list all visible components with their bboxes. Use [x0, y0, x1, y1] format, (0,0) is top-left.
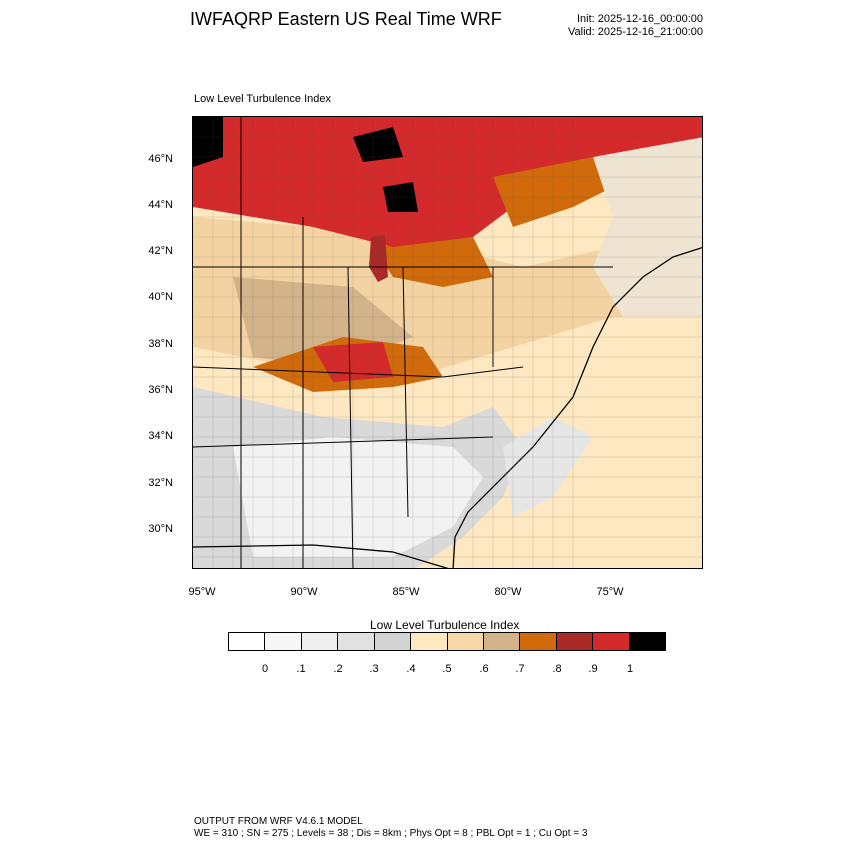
colorbar-tick: 1 [626, 663, 634, 675]
lat-label-32n: 32°N [148, 477, 173, 489]
footer-config-line: WE = 310 ; SN = 275 ; Levels = 38 ; Dis … [194, 828, 588, 839]
colorbar-tick: .5 [442, 663, 452, 675]
lat-label-42n: 42°N [148, 245, 173, 257]
lon-label-75w: 75°W [596, 586, 624, 598]
colorbar-cell-0 [229, 633, 266, 650]
lake-michigan [369, 235, 388, 282]
colorbar-cell-11 [629, 633, 666, 650]
state-boundaries [193, 117, 613, 568]
colorbar-cell-7 [483, 633, 521, 650]
colorbar-cell-6 [447, 633, 484, 650]
map-frame [192, 116, 703, 569]
lat-label-46n: 46°N [148, 153, 173, 165]
lat-label-38n: 38°N [148, 338, 173, 350]
colorbar-tick: 0 [261, 663, 269, 675]
panel-title: Low Level Turbulence Index [194, 93, 331, 105]
colorbar-cell-4 [374, 633, 412, 650]
footer: OUTPUT FROM WRF V4.6.1 MODEL WE = 310 ; … [194, 816, 587, 840]
northeast-light-region [593, 137, 702, 317]
colorbar-cell-10 [593, 633, 630, 650]
black-core-northwest [193, 117, 223, 167]
lon-label-85w: 85°W [392, 586, 420, 598]
footer-model-line: OUTPUT FROM WRF V4.6.1 MODEL [194, 816, 363, 827]
colorbar-cell-3 [338, 633, 375, 650]
colorbar-tick: .2 [333, 663, 343, 675]
colorbar-cell-1 [265, 633, 302, 650]
lat-label-40n: 40°N [148, 291, 173, 303]
colorbar-title: Low Level Turbulence Index [370, 618, 520, 632]
init-time: Init: 2025-12-16_00:00:00 [577, 13, 703, 25]
colorbar-tick: .6 [479, 663, 489, 675]
colorbar-cell-8 [520, 633, 557, 650]
colorbar-tick: .3 [369, 663, 379, 675]
valid-time: Valid: 2025-12-16_21:00:00 [568, 26, 703, 38]
lat-label-30n: 30°N [148, 523, 173, 535]
colorbar-cell-5 [411, 633, 448, 650]
black-core-superior [353, 127, 403, 162]
lon-label-80w: 80°W [494, 586, 522, 598]
colorbar-cell-2 [301, 633, 339, 650]
colorbar-tick: .4 [406, 663, 416, 675]
run-info: Init: 2025-12-16_00:00:00 Valid: 2025-12… [520, 13, 703, 39]
colorbar-tick: .8 [552, 663, 562, 675]
atlantic-grey-streak [503, 417, 593, 517]
county-grid [193, 117, 702, 568]
lon-label-90w: 90°W [290, 586, 318, 598]
lat-label-44n: 44°N [148, 199, 173, 211]
colorbar-tick: .9 [588, 663, 598, 675]
colorbar-tick: .1 [296, 663, 306, 675]
turbulence-map [193, 117, 702, 568]
lat-label-36n: 36°N [148, 384, 173, 396]
orange-band-ontario [493, 157, 633, 227]
main-title: IWFAQRP Eastern US Real Time WRF [190, 9, 502, 29]
colorbar-tick: .7 [515, 663, 525, 675]
northern-red-region [193, 117, 702, 247]
lon-label-95w: 95°W [188, 586, 216, 598]
colorbar-cell-9 [556, 633, 594, 650]
colorbar [228, 632, 666, 651]
lat-label-34n: 34°N [148, 430, 173, 442]
